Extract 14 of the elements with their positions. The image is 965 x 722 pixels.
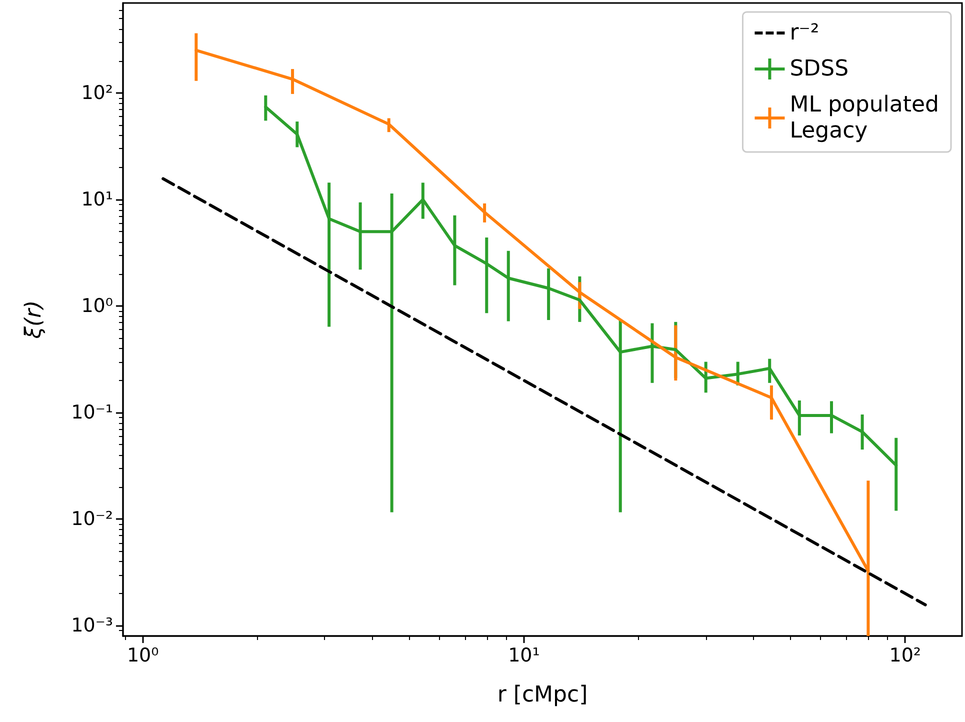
y-tick-label: 10⁰ (81, 295, 113, 318)
y-tick-label: 10⁻² (71, 508, 113, 530)
y-tick-label: 10⁻¹ (71, 402, 113, 424)
y-axis-title: ξ(r) (22, 300, 46, 340)
legend-label: SDSS (790, 56, 849, 82)
y-tick-label: 10¹ (81, 188, 113, 211)
legend-label: r⁻² (790, 20, 820, 46)
x-tick-label: 10² (889, 644, 922, 666)
x-tick-label: 10⁰ (126, 644, 159, 666)
legend-label: ML populated Legacy (790, 92, 940, 144)
x-axis-title: r [cMpc] (497, 682, 588, 708)
x-tick-label: 10¹ (508, 644, 540, 666)
y-tick-label: 10² (81, 82, 113, 104)
y-tick-label: 10⁻³ (71, 614, 113, 637)
